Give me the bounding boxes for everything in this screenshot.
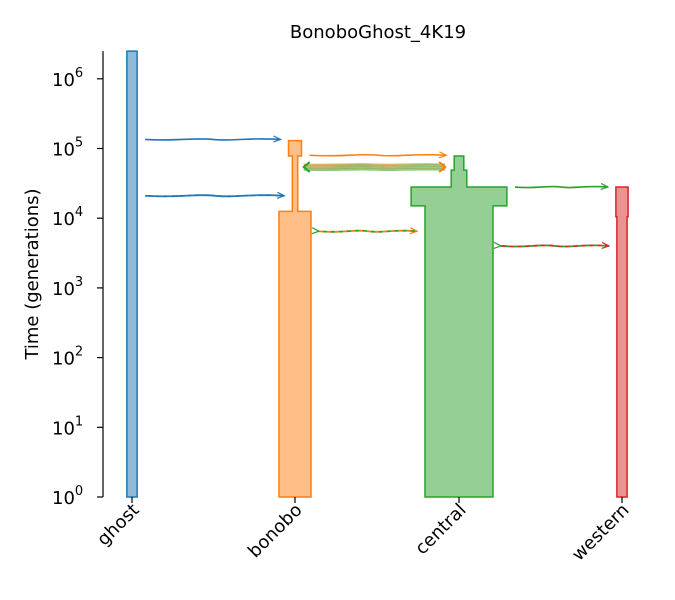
migration-dashed-ghost-bonobo <box>145 191 286 199</box>
population-ghost <box>126 50 138 498</box>
y-tick-label: 106 <box>52 66 83 91</box>
y-tick-label: 100 <box>52 484 83 509</box>
population-western <box>615 186 629 498</box>
x-axis: ghost bonobo central western <box>93 497 634 566</box>
migration-dashed-overlay-ghost-bonobo <box>145 194 285 198</box>
chart-title: BonoboGhost_4K19 <box>290 22 466 43</box>
pulse-band-line <box>303 166 446 169</box>
y-axis: 100 101 102 103 104 105 106 <box>52 51 104 509</box>
pulse-band-line <box>303 164 446 167</box>
y-tick-label: 102 <box>52 345 83 370</box>
migration-arrow-ghost-to-bonobo <box>145 135 283 143</box>
migration-dashed-overlay-central-western <box>493 241 609 249</box>
populations-layer <box>126 50 629 498</box>
x-tick-label-bonobo: bonobo <box>244 500 306 562</box>
pulse-band-line <box>303 167 446 170</box>
population-central <box>410 155 508 498</box>
pulse-band-line <box>303 168 446 171</box>
migration-dashed-central-western <box>500 241 611 249</box>
pulse-band-arrow-left <box>302 161 311 173</box>
y-tick-label: 105 <box>52 136 83 161</box>
x-tick-label-central: central <box>411 500 470 559</box>
pulse-band-line <box>303 165 446 168</box>
migration-arrow-central-to-western <box>514 182 610 190</box>
migrations-layer <box>145 135 611 249</box>
pulse-band-line <box>303 169 446 172</box>
y-tick-label: 101 <box>52 414 83 439</box>
population-bonobo <box>278 139 312 498</box>
x-tick-label-ghost: ghost <box>93 500 143 550</box>
pulse-band-line <box>303 163 446 166</box>
migration-dashed-bonobo-central <box>318 227 419 235</box>
pulse-band-line <box>303 162 446 165</box>
migration-arrow-bonobo-to-central <box>309 151 448 159</box>
pulse-band-arrow-right <box>438 161 447 173</box>
y-axis-label: Time (generations) <box>22 188 43 360</box>
y-tick-label: 104 <box>52 205 83 230</box>
y-tick-label: 103 <box>52 275 83 300</box>
x-tick-label-western: western <box>568 500 634 566</box>
